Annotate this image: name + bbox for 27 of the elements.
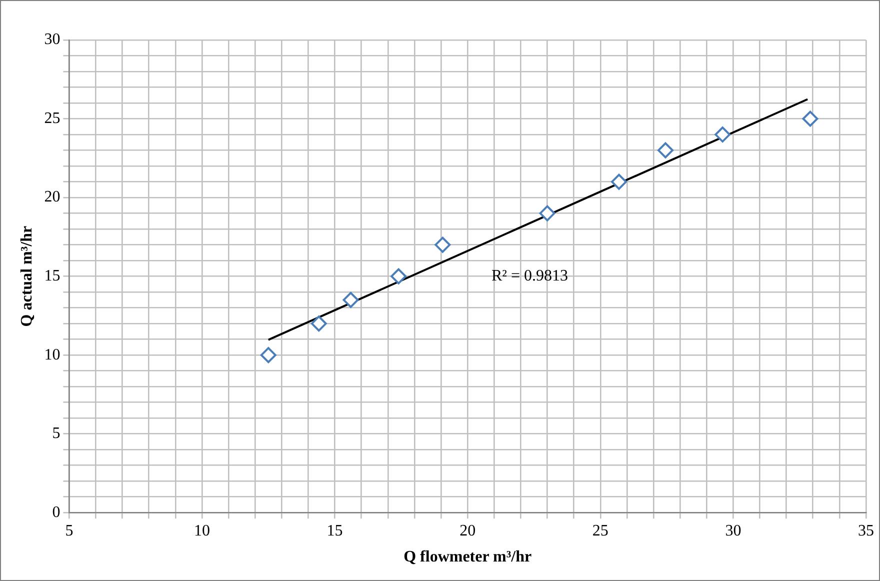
point: [342, 292, 359, 308]
x-tick-label: 30: [725, 522, 742, 540]
point: [802, 110, 818, 127]
x-tick-label: 25: [592, 522, 608, 540]
annotation: R² = 0.9813: [492, 268, 568, 285]
x-tick-label: 5: [65, 522, 74, 540]
x-tick-label: 15: [326, 522, 343, 540]
point: [539, 205, 556, 222]
point: [434, 236, 451, 253]
y-tick-label: 20: [44, 188, 60, 206]
y-tick-label: 30: [44, 31, 60, 48]
point: [310, 316, 327, 332]
point: [390, 268, 407, 284]
point: [657, 142, 674, 158]
y-axis-title: Q actual m³/hr: [18, 226, 36, 327]
x-tick-label: 20: [460, 522, 476, 540]
point: [610, 174, 627, 190]
x-tick-label: 10: [194, 522, 210, 540]
y-tick-label: 10: [44, 346, 60, 364]
x-tick-label: 35: [858, 522, 874, 540]
y-tick-label: 25: [44, 110, 60, 127]
point: [714, 126, 731, 143]
point: [260, 347, 276, 364]
y-tick-label: 5: [52, 425, 60, 442]
y-tick-label: 15: [44, 268, 60, 285]
y-tick-label: 0: [52, 504, 60, 521]
x-axis-title: Q flowmeter m³/hr: [404, 548, 532, 566]
